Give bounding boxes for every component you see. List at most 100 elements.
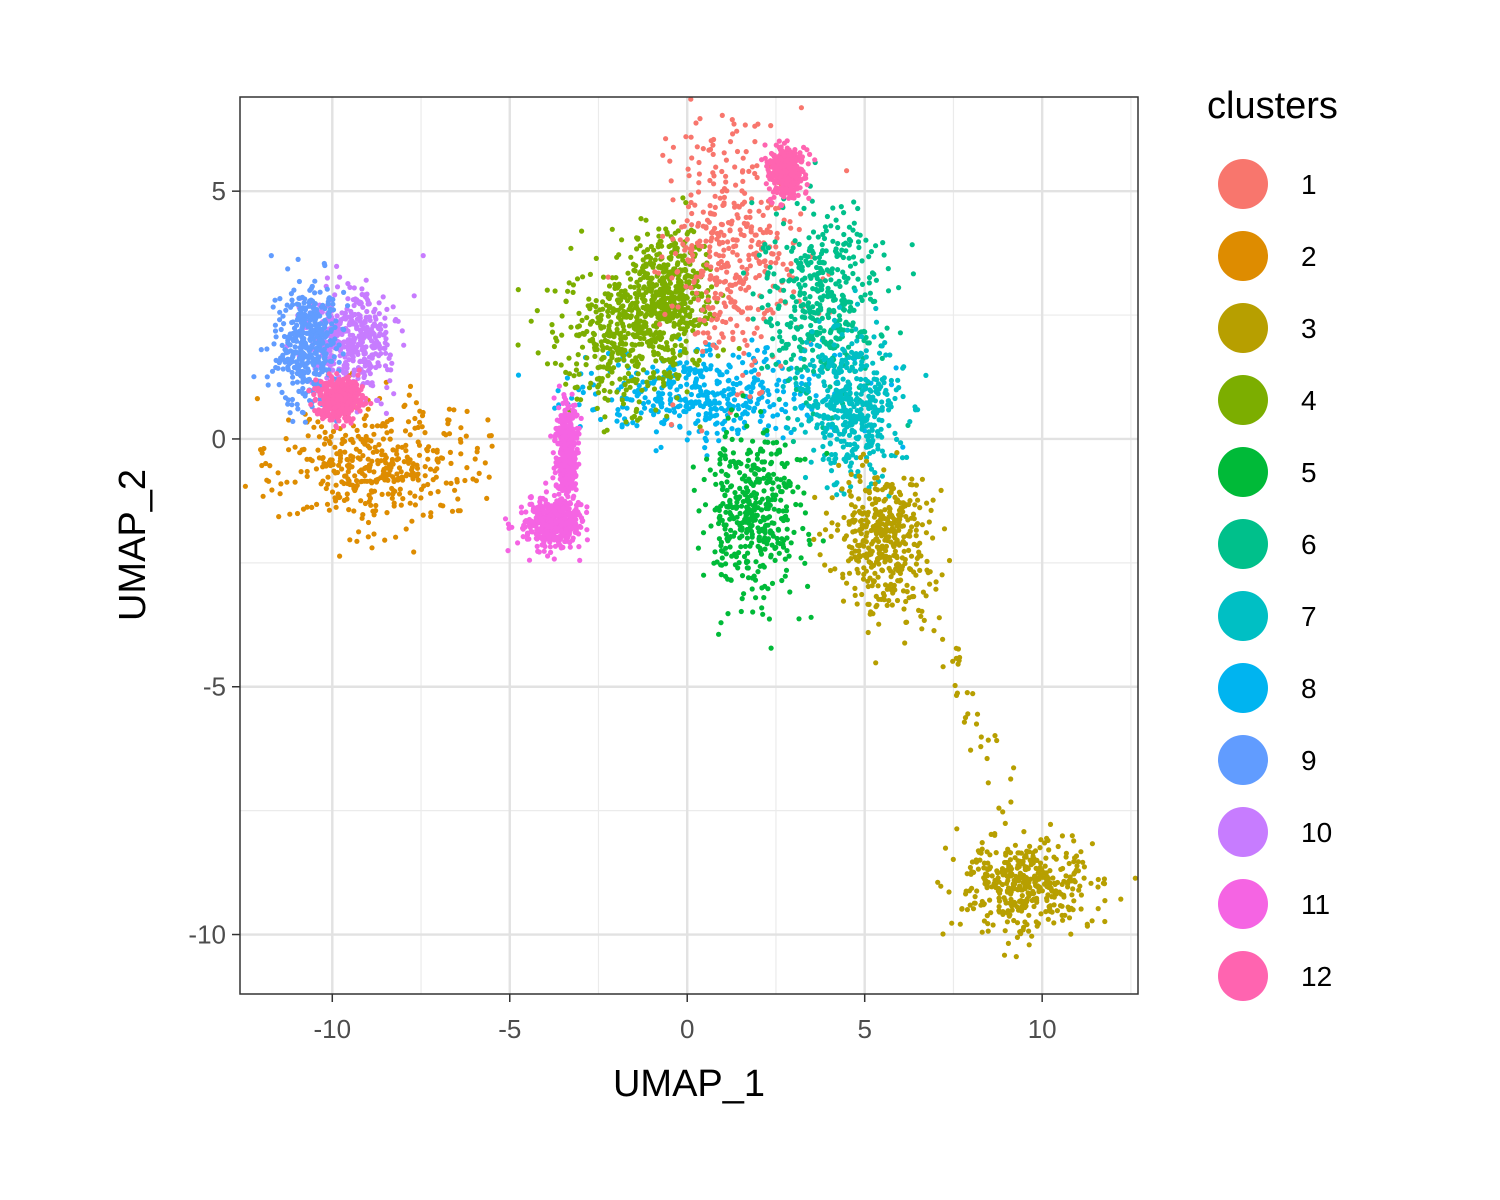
- scatter-point-cluster-7: [894, 436, 900, 442]
- scatter-point-cluster-9: [290, 380, 296, 386]
- scatter-point-cluster-7: [846, 455, 852, 461]
- scatter-point-cluster-5: [787, 589, 793, 595]
- scatter-point-cluster-9: [279, 342, 285, 348]
- scatter-point-cluster-4: [635, 311, 642, 317]
- scatter-point-cluster-5: [736, 550, 742, 556]
- scatter-point-cluster-10: [382, 315, 388, 321]
- scatter-point-cluster-1: [737, 258, 743, 264]
- scatter-point-cluster-6: [896, 285, 902, 291]
- scatter-point-cluster-4: [617, 376, 623, 382]
- scatter-point-cluster-7: [821, 415, 827, 421]
- scatter-point-cluster-9: [302, 393, 308, 399]
- scatter-point-cluster-7: [883, 352, 889, 358]
- scatter-point-cluster-5: [737, 470, 743, 476]
- scatter-point-cluster-7: [834, 396, 840, 402]
- scatter-point-cluster-4: [549, 329, 556, 335]
- scatter-point-cluster-4: [602, 291, 608, 297]
- scatter-point-cluster-8: [742, 409, 748, 415]
- scatter-point-cluster-5: [761, 466, 767, 473]
- scatter-point-cluster-5: [771, 506, 777, 512]
- scatter-point-cluster-6: [780, 345, 786, 351]
- scatter-point-cluster-1: [695, 297, 701, 303]
- scatter-point-cluster-1: [749, 196, 755, 202]
- scatter-point-cluster-4: [565, 288, 571, 294]
- scatter-point-cluster-2: [412, 493, 418, 499]
- scatter-point-cluster-6: [740, 270, 747, 276]
- scatter-point-cluster-2: [411, 472, 417, 478]
- scatter-point-cluster-8: [686, 430, 692, 436]
- scatter-point-cluster-4: [639, 341, 645, 347]
- scatter-point-cluster-4: [631, 284, 637, 290]
- scatter-point-cluster-9: [285, 266, 291, 272]
- scatter-point-cluster-6: [829, 270, 835, 276]
- scatter-point-cluster-7: [853, 397, 859, 403]
- scatter-point-cluster-8: [754, 347, 761, 353]
- scatter-point-cluster-6: [820, 231, 826, 238]
- scatter-point-cluster-4: [655, 244, 661, 250]
- scatter-point-cluster-8: [743, 400, 749, 406]
- scatter-point-cluster-2: [449, 508, 456, 514]
- scatter-point-cluster-4: [593, 309, 599, 315]
- scatter-point-cluster-9: [332, 324, 338, 330]
- scatter-point-cluster-1: [744, 266, 750, 272]
- scatter-point-cluster-5: [776, 507, 782, 514]
- scatter-point-cluster-8: [693, 376, 700, 382]
- scatter-point-cluster-5: [712, 549, 718, 555]
- scatter-point-cluster-1: [713, 345, 719, 351]
- scatter-point-cluster-6: [910, 271, 917, 277]
- scatter-point-cluster-1: [684, 236, 690, 242]
- scatter-point-cluster-8: [615, 362, 622, 368]
- scatter-point-cluster-5: [741, 591, 747, 597]
- scatter-point-cluster-10: [334, 313, 340, 319]
- scatter-point-cluster-4: [607, 389, 613, 395]
- scatter-point-cluster-5: [734, 520, 740, 526]
- scatter-point-cluster-2: [412, 425, 418, 431]
- scatter-point-cluster-10: [388, 367, 394, 373]
- scatter-point-cluster-4: [597, 318, 603, 324]
- scatter-point-cluster-6: [885, 266, 891, 272]
- scatter-point-cluster-2: [446, 417, 452, 423]
- scatter-point-cluster-2: [448, 480, 454, 486]
- scatter-point-cluster-1: [748, 226, 754, 232]
- scatter-point-cluster-7: [827, 441, 833, 447]
- scatter-point-cluster-8: [569, 395, 575, 401]
- scatter-point-cluster-5: [719, 468, 725, 474]
- scatter-point-cluster-7: [840, 431, 846, 437]
- scatter-point-cluster-6: [799, 277, 806, 283]
- scatter-point-cluster-6: [764, 363, 771, 370]
- scatter-point-cluster-4: [644, 247, 651, 253]
- scatter-point-cluster-2: [411, 549, 417, 555]
- scatter-point-cluster-9: [322, 334, 328, 340]
- scatter-point-cluster-4: [688, 299, 694, 305]
- scatter-point-cluster-7: [872, 470, 878, 476]
- scatter-point-cluster-10: [383, 336, 389, 342]
- scatter-point-cluster-5: [767, 528, 774, 534]
- scatter-point-cluster-11: [552, 438, 558, 444]
- scatter-point-cluster-6: [802, 315, 808, 321]
- scatter-point-cluster-7: [858, 383, 864, 389]
- scatter-point-cluster-8: [671, 409, 678, 415]
- scatter-point-cluster-2: [305, 433, 311, 439]
- scatter-point-cluster-2: [366, 466, 372, 472]
- scatter-point-cluster-9: [272, 322, 278, 328]
- scatter-point-cluster-5: [750, 462, 756, 469]
- scatter-point-cluster-5: [757, 518, 764, 525]
- scatter-point-cluster-8: [664, 407, 670, 413]
- scatter-point-cluster-6: [828, 223, 834, 229]
- scatter-point-cluster-8: [730, 352, 736, 358]
- scatter-point-cluster-6: [814, 275, 820, 282]
- scatter-point-cluster-4: [675, 276, 681, 282]
- scatter-point-cluster-4: [623, 341, 629, 347]
- scatter-point-cluster-7: [825, 414, 831, 420]
- scatter-point-cluster-5: [770, 533, 776, 539]
- scatter-point-cluster-11: [573, 521, 579, 527]
- scatter-point-cluster-2: [346, 478, 352, 484]
- scatter-point-cluster-4: [552, 288, 558, 294]
- scatter-point-cluster-8: [642, 395, 648, 401]
- scatter-point-cluster-8: [667, 384, 673, 390]
- scatter-point-cluster-2: [292, 444, 298, 450]
- scatter-point-cluster-1: [748, 244, 754, 250]
- scatter-point-cluster-2: [242, 483, 248, 489]
- scatter-point-cluster-6: [841, 241, 847, 247]
- scatter-point-cluster-5: [723, 509, 729, 515]
